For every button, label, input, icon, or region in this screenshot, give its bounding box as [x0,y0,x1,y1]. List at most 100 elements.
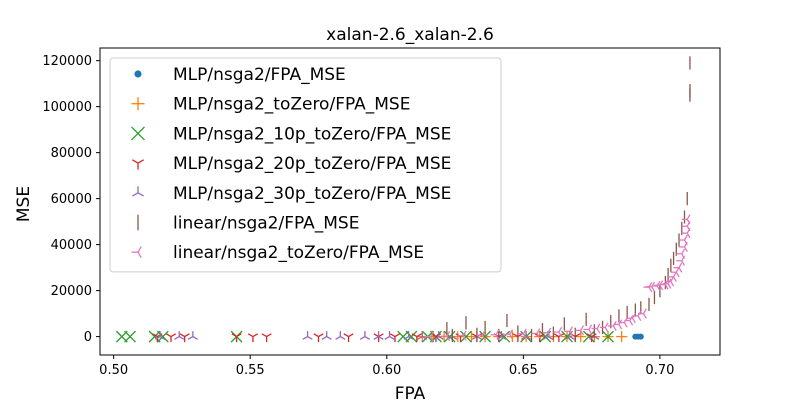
x-axis-label: FPA [395,384,426,400]
legend-label: linear/nsga2/FPA_MSE [173,214,359,234]
data-point [174,331,185,340]
legend-marker [134,70,142,78]
data-point [231,333,242,343]
legend-entry: MLP/nsga2_10p_toZero/FPA_MSE [131,124,451,144]
legend-entry: MLP/nsga2_20p_toZero/FPA_MSE [132,154,451,174]
data-point [490,329,500,340]
data-point [504,329,514,340]
data-point [457,330,467,341]
data-point [373,333,384,343]
legend-label: MLP/nsga2/FPA_MSE [173,65,346,85]
data-point [531,328,541,339]
data-point [156,330,169,343]
y-tick-label: 80000 [51,146,92,161]
axes-frame [99,47,721,356]
data-point [165,333,177,343]
data-point [154,331,166,340]
data-point [539,330,552,343]
data-point [417,331,428,340]
legend-entry: MLP/nsga2_toZero/FPA_MSE [131,95,410,115]
y-axis: 0 20000 40000 60000 80000 100000 120000 [42,54,100,345]
data-point [678,234,688,246]
data-point [599,322,609,333]
data-point [443,330,456,343]
y-tick-label: 0 [84,330,92,345]
legend-label: MLP/nsga2_20p_toZero/FPA_MSE [173,154,451,174]
y-tick-label: 120000 [42,54,92,69]
data-point [517,328,527,339]
data-point [676,248,686,259]
data-point [261,333,272,343]
x-tick-label: 0.55 [236,363,265,378]
y-axis-label: MSE [14,186,34,222]
legend-entry: MLP/nsga2/FPA_MSE [134,65,346,85]
data-point [582,330,595,343]
legend-label: linear/nsga2_toZero/FPA_MSE [173,243,424,263]
data-point [403,331,414,340]
legend-box [109,57,502,273]
data-point [441,331,451,342]
data-point [247,333,259,343]
data-point [302,331,313,340]
series-7 [424,214,691,342]
legend-entry: linear/nsga2_toZero/FPA_MSE [131,243,424,263]
legend-label: MLP/nsga2_10p_toZero/FPA_MSE [173,124,451,144]
x-axis: 0.50 0.55 0.60 0.65 0.70 [99,355,674,378]
data-point [343,333,354,343]
y-tick-label: 60000 [51,192,92,207]
data-point [465,331,477,343]
data-point [460,330,472,343]
data-point [591,323,601,334]
data-point [411,333,422,343]
series-6 [446,56,691,343]
y-tick-label: 20000 [51,284,92,299]
data-point [638,308,647,319]
legend: MLP/nsga2/FPA_MSE MLP/nsga2_toZero/FPA_MS… [109,57,502,273]
x-tick-label: 0.65 [509,363,538,378]
data-point [424,331,434,342]
series-1 [632,333,644,340]
data-point [498,330,511,343]
x-tick-label: 0.60 [372,363,401,378]
data-point [575,331,587,343]
x-tick-label: 0.50 [99,363,128,378]
data-point [321,331,332,340]
data-point [335,331,346,340]
data-point [179,333,190,343]
data-point [616,331,628,343]
legend-entry: MLP/nsga2_30p_toZero/FPA_MSE [132,184,451,204]
data-point [673,262,683,273]
data-point [583,324,593,335]
data-point [553,326,563,338]
data-point [405,330,418,343]
legend-marker [132,159,144,170]
data-point [681,214,691,225]
data-point [359,331,371,340]
data-point [637,333,644,340]
data-point [607,320,617,332]
data-point [602,330,614,343]
plot-area [115,56,691,343]
data-point [124,330,137,343]
data-point [384,331,395,340]
legend-label: MLP/nsga2_30p_toZero/FPA_MSE [173,184,451,204]
x-tick-label: 0.70 [645,363,674,378]
y-tick-label: 40000 [51,238,92,253]
data-point [187,331,198,340]
legend-marker [131,126,145,141]
data-point [313,333,324,343]
chart-title: xalan-2.6_xalan-2.6 [326,25,494,45]
series-3 [115,330,614,343]
legend-marker [131,97,145,111]
data-point [479,330,492,343]
legend-marker [131,246,142,259]
data-point [542,327,552,338]
data-point [575,325,585,336]
data-point [506,331,518,343]
legend-entry: linear/nsga2/FPA_MSE [137,214,359,234]
series-5 [154,331,600,340]
data-point [476,330,486,341]
legend-label: MLP/nsga2_toZero/FPA_MSE [173,95,410,115]
legend-marker [132,186,144,197]
